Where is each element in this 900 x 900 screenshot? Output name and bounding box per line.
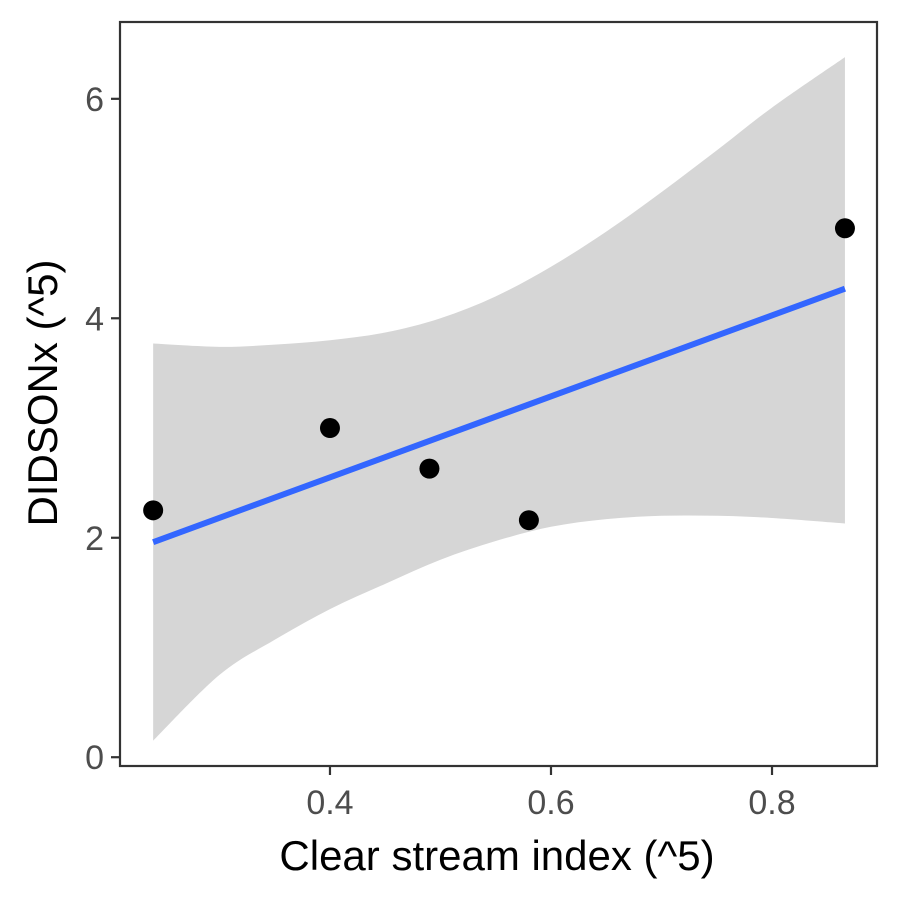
confidence-band [153, 57, 845, 741]
x-tick-label: 0.4 [306, 784, 353, 822]
fit-line-layer [152, 285, 846, 545]
x-axis-title: Clear stream index (^5) [279, 832, 714, 879]
data-point [518, 510, 539, 531]
y-tick-label: 2 [85, 520, 104, 558]
y-tick-label: 0 [85, 739, 104, 777]
data-point [834, 218, 855, 239]
y-tick-label: 6 [85, 81, 104, 119]
data-point [319, 418, 340, 439]
y-tick-label: 4 [85, 300, 104, 338]
data-point [419, 458, 440, 479]
panel-border [118, 20, 879, 768]
x-tick-label: 0.6 [527, 784, 574, 822]
confidence-band-layer [153, 57, 845, 741]
axes-layer: 0 2 4 6 0.4 0.6 0.8 [85, 20, 879, 822]
data-point [143, 500, 164, 521]
fit-line [152, 285, 846, 545]
points-layer [143, 218, 855, 531]
y-axis-title: DIDSONx (^5) [19, 259, 66, 526]
x-tick-label: 0.8 [748, 784, 795, 822]
